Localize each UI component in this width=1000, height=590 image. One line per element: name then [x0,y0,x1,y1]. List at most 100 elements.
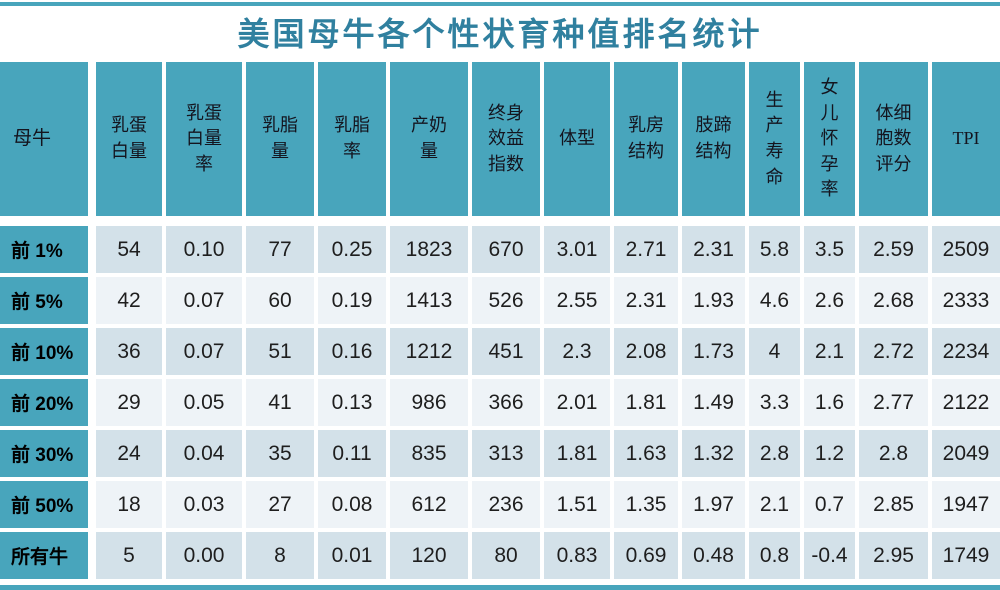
row-label-cell: 前 10% [0,328,96,379]
table-row: 前 5% 42 0.07 60 0.19 1413 526 2.55 2.31 1.93 4.6 2.… [0,277,1000,328]
data-cell: 0.25 [318,226,390,277]
table-row: 前 20% 29 0.05 41 0.13 986 366 2.01 1.81 1.49 3.3 1.… [0,379,1000,430]
data-cell: 0.8 [749,532,804,581]
data-cell: 0.03 [166,481,246,532]
column-header-cell: 产奶 量 [390,62,472,226]
column-header-cell: 乳脂 量 [246,62,318,226]
column-header-cell: 终身 效益 指数 [472,62,544,226]
data-cell: 835 [390,430,472,481]
column-header-cell: 乳蛋 白量 [96,62,166,226]
table-row: 所有牛 5 0.00 8 0.01 120 80 0.83 0.69 0.48 0.8 -0.4 2.9… [0,532,1000,581]
data-cell: 41 [246,379,318,430]
data-cell: 1.81 [544,430,614,481]
table-row: 前 10% 36 0.07 51 0.16 1212 451 2.3 2.08 1.73 4 2.1 2… [0,328,1000,379]
data-cell: 2333 [932,277,1000,328]
data-cell: 60 [246,277,318,328]
data-cell: 0.00 [166,532,246,581]
data-cell: 1.97 [682,481,749,532]
row-label-cell: 前 1% [0,226,96,277]
row-label-cell: 前 5% [0,277,96,328]
data-cell: 0.13 [318,379,390,430]
data-cell: 5 [96,532,166,581]
data-cell: 2.71 [614,226,682,277]
data-cell: 0.01 [318,532,390,581]
data-cell: 366 [472,379,544,430]
row-label-cell: 前 50% [0,481,96,532]
data-cell: 80 [472,532,544,581]
data-cell: 0.10 [166,226,246,277]
table-row: 前 1% 54 0.10 77 0.25 1823 670 3.01 2.71 2.31 5.8 3.… [0,226,1000,277]
data-cell: 526 [472,277,544,328]
data-cell: 2.72 [859,328,932,379]
data-cell: 35 [246,430,318,481]
data-cell: 1.32 [682,430,749,481]
data-cell: 0.7 [804,481,859,532]
row-label-cell: 前 30% [0,430,96,481]
data-cell: 0.08 [318,481,390,532]
corner-header-cell: 母牛 [0,62,96,226]
data-cell: 0.69 [614,532,682,581]
bottom-accent-bar [0,585,1000,590]
data-cell: 2.8 [749,430,804,481]
column-header-cell: 乳蛋 白量 率 [166,62,246,226]
data-cell: 2122 [932,379,1000,430]
data-cell: 0.07 [166,277,246,328]
column-header-cell: 体细 胞数 评分 [859,62,932,226]
data-cell: 2.95 [859,532,932,581]
data-cell: 1212 [390,328,472,379]
data-cell: 29 [96,379,166,430]
data-cell: 1.35 [614,481,682,532]
data-cell: 2509 [932,226,1000,277]
column-header-cell: 乳房 结构 [614,62,682,226]
column-header-cell: TPI [932,62,1000,226]
data-cell: 36 [96,328,166,379]
data-cell: 2.3 [544,328,614,379]
data-cell: 1947 [932,481,1000,532]
data-cell: 1.51 [544,481,614,532]
data-cell: 4.6 [749,277,804,328]
data-cell: 2.01 [544,379,614,430]
data-cell: 0.83 [544,532,614,581]
data-cell: 120 [390,532,472,581]
data-cell: 1823 [390,226,472,277]
data-cell: 2.68 [859,277,932,328]
data-cell: 1.73 [682,328,749,379]
data-cell: 1.93 [682,277,749,328]
data-cell: 612 [390,481,472,532]
data-cell: 2049 [932,430,1000,481]
data-cell: 8 [246,532,318,581]
data-cell: 3.3 [749,379,804,430]
column-header-cell: 乳脂 率 [318,62,390,226]
data-cell: 0.11 [318,430,390,481]
data-cell: 2.08 [614,328,682,379]
data-cell: 2.77 [859,379,932,430]
column-header-cell: 体型 [544,62,614,226]
column-header-cell: 女 儿 怀 孕 率 [804,62,859,226]
data-cell: 1.49 [682,379,749,430]
data-cell: 0.19 [318,277,390,328]
data-cell: 42 [96,277,166,328]
breeding-value-table: 母牛 乳蛋 白量 乳蛋 白量 率乳脂 量乳脂 率产奶 量终身 效益 指数 体型 乳房 结… [0,62,1000,581]
data-cell: 1749 [932,532,1000,581]
data-cell: 2.6 [804,277,859,328]
data-cell: 3.5 [804,226,859,277]
data-cell: 236 [472,481,544,532]
data-cell: 1.2 [804,430,859,481]
data-cell: 986 [390,379,472,430]
data-cell: 2.59 [859,226,932,277]
data-cell: 2.31 [614,277,682,328]
data-cell: 27 [246,481,318,532]
data-cell: 77 [246,226,318,277]
table-header-row: 母牛 乳蛋 白量 乳蛋 白量 率乳脂 量乳脂 率产奶 量终身 效益 指数 体型 乳房 结… [0,62,1000,226]
data-cell: 0.07 [166,328,246,379]
data-cell: 5.8 [749,226,804,277]
data-cell: 3.01 [544,226,614,277]
data-cell: 54 [96,226,166,277]
data-cell: 2.1 [804,328,859,379]
row-label-cell: 所有牛 [0,532,96,581]
data-cell: 2.8 [859,430,932,481]
data-cell: -0.4 [804,532,859,581]
data-cell: 1413 [390,277,472,328]
data-cell: 2.85 [859,481,932,532]
data-cell: 2.55 [544,277,614,328]
